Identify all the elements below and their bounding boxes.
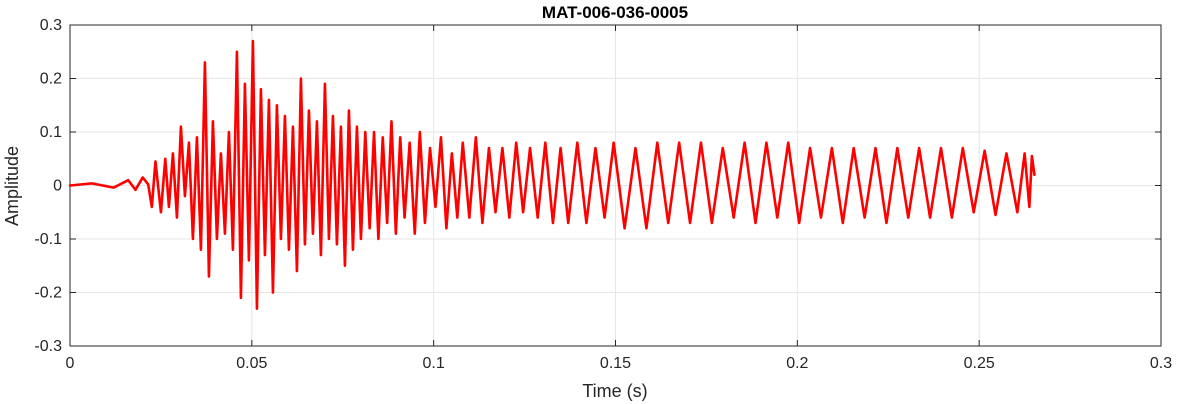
ticks-layer: 0 0.05 0.1 0.15 0.2 0.25 0.3 -0.3 -0.2 -0.1 0 0.1 0.… [34, 17, 1172, 372]
y-tick-label: -0.3 [34, 338, 62, 355]
y-tick-label: 0.3 [40, 17, 62, 34]
x-tick-label: 0.3 [1150, 355, 1172, 372]
y-tick-label: -0.2 [34, 285, 62, 302]
x-tick-label: 0.15 [600, 355, 631, 372]
x-axis-label: Time (s) [582, 381, 647, 401]
y-tick-label: 0 [53, 178, 62, 195]
chart-title: MAT-006-036-0005 [542, 3, 688, 22]
x-tick-label: 0.1 [423, 355, 445, 372]
y-tick-label: 0.2 [40, 71, 62, 88]
series-line [68, 39, 1036, 310]
y-axis-label: Amplitude [2, 146, 22, 226]
y-tick-label: -0.1 [34, 231, 62, 248]
x-tick-label: 0.05 [236, 355, 267, 372]
x-tick-label: 0 [66, 355, 75, 372]
y-tick-label: 0.1 [40, 124, 62, 141]
x-tick-label: 0.25 [964, 355, 995, 372]
x-tick-label: 0.2 [786, 355, 808, 372]
